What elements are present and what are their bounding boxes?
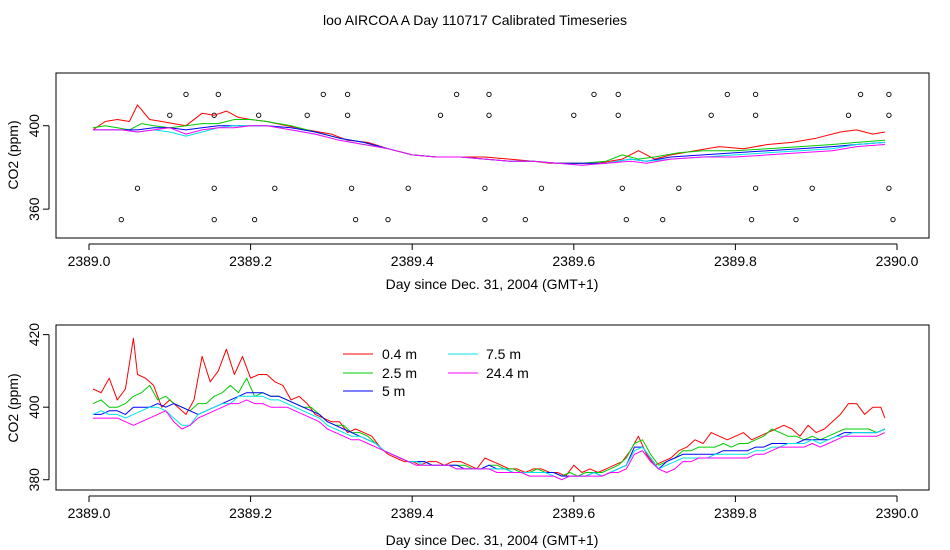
top-x-tick-label-2: 2389.4 bbox=[391, 253, 434, 269]
top-marker-38 bbox=[211, 216, 217, 223]
top-marker-44 bbox=[623, 216, 629, 223]
top-marker-21 bbox=[708, 112, 714, 118]
top-marker-29 bbox=[405, 185, 411, 191]
bottom-x-axis-label: Day since Dec. 31, 2004 (GMT+1) bbox=[386, 532, 599, 548]
top-marker-9 bbox=[752, 91, 759, 98]
bottom-y-tick-label-2: 420 bbox=[26, 323, 42, 347]
top-x-axis: 2389.0 2389.2 2389.4 2389.6 2389.8 2390.0 bbox=[68, 243, 919, 269]
top-marker-18 bbox=[486, 112, 492, 118]
top-marker-45 bbox=[660, 216, 666, 223]
legend-item-0: 0.4 m bbox=[343, 346, 417, 362]
legend-item-2: 5 m bbox=[343, 383, 405, 399]
top-plot-frame bbox=[55, 72, 930, 239]
top-marker-5 bbox=[486, 91, 492, 98]
bottom-series-line-4 bbox=[93, 399, 886, 481]
top-marker-28 bbox=[348, 185, 355, 191]
bottom-plot-frame bbox=[55, 324, 930, 491]
legend-label-4: 24.4 m bbox=[486, 365, 529, 381]
top-x-tick-label-1: 2389.2 bbox=[229, 253, 272, 269]
top-y-axis-label: CO2 (ppm) bbox=[5, 120, 21, 189]
bottom-series-line-0 bbox=[92, 337, 886, 477]
top-x-tick-label-4: 2389.8 bbox=[714, 253, 757, 269]
top-y-tick-label-0: 360 bbox=[26, 197, 42, 221]
top-marker-24 bbox=[886, 112, 892, 118]
top-marker-1 bbox=[215, 91, 221, 98]
top-marker-19 bbox=[571, 112, 577, 118]
top-marker-42 bbox=[482, 216, 488, 223]
top-marker-7 bbox=[615, 91, 621, 98]
top-marker-25 bbox=[134, 185, 141, 191]
top-x-tick-label-0: 2389.0 bbox=[68, 253, 111, 269]
bottom-x-tick-label-5: 2390.0 bbox=[876, 505, 919, 521]
bottom-y-tick-label-0: 380 bbox=[26, 468, 42, 492]
legend-label-2: 5 m bbox=[382, 383, 405, 399]
top-series-line-4 bbox=[93, 125, 885, 166]
top-marker-6 bbox=[591, 91, 597, 98]
bottom-x-tick-label-1: 2389.2 bbox=[229, 505, 272, 521]
bottom-series-line-2 bbox=[93, 392, 886, 477]
top-marker-layer bbox=[118, 91, 896, 223]
bottom-y-axis-label: CO2 (ppm) bbox=[5, 373, 21, 442]
top-x-axis-label: Day since Dec. 31, 2004 (GMT+1) bbox=[386, 276, 599, 292]
top-marker-48 bbox=[890, 216, 896, 223]
top-marker-15 bbox=[304, 112, 310, 118]
top-marker-36 bbox=[886, 185, 892, 191]
top-marker-34 bbox=[752, 185, 759, 191]
bottom-x-tick-label-2: 2389.4 bbox=[391, 505, 434, 521]
bottom-x-axis: 2389.0 2389.2 2389.4 2389.6 2389.8 2390.0 bbox=[68, 495, 919, 521]
top-panel: 2389.0 2389.2 2389.4 2389.6 2389.8 2390.0 360… bbox=[5, 72, 930, 292]
top-marker-4 bbox=[453, 91, 460, 98]
top-marker-39 bbox=[251, 216, 258, 223]
top-marker-46 bbox=[748, 216, 755, 223]
legend-item-1: 2.5 m bbox=[343, 365, 417, 381]
legend-label-0: 0.4 m bbox=[382, 346, 417, 362]
top-marker-40 bbox=[352, 216, 359, 223]
top-marker-2 bbox=[320, 91, 326, 98]
top-marker-14 bbox=[256, 112, 262, 118]
legend-label-3: 7.5 m bbox=[486, 346, 521, 362]
top-y-tick-label-1: 400 bbox=[26, 114, 42, 138]
top-marker-10 bbox=[857, 91, 864, 98]
top-marker-23 bbox=[845, 112, 852, 118]
top-marker-20 bbox=[615, 112, 621, 118]
bottom-series-line-1 bbox=[92, 377, 886, 477]
top-series-layer bbox=[92, 104, 885, 166]
top-marker-3 bbox=[344, 91, 351, 98]
top-marker-0 bbox=[183, 91, 189, 98]
legend-item-4: 24.4 m bbox=[448, 365, 529, 381]
legend-item-3: 7.5 m bbox=[448, 346, 521, 362]
bottom-x-tick-label-3: 2389.6 bbox=[552, 505, 595, 521]
bottom-y-tick-label-1: 400 bbox=[26, 395, 42, 419]
bottom-x-tick-label-0: 2389.0 bbox=[68, 505, 111, 521]
top-marker-12 bbox=[167, 112, 173, 118]
bottom-x-tick-label-4: 2389.8 bbox=[714, 505, 757, 521]
top-marker-11 bbox=[886, 91, 892, 98]
top-marker-30 bbox=[482, 185, 488, 191]
legend-label-1: 2.5 m bbox=[382, 365, 417, 381]
top-marker-41 bbox=[385, 216, 391, 223]
top-marker-35 bbox=[809, 185, 815, 191]
top-marker-33 bbox=[676, 185, 682, 191]
bottom-series-layer bbox=[92, 337, 886, 481]
top-marker-16 bbox=[344, 112, 351, 118]
top-x-tick-label-5: 2390.0 bbox=[876, 253, 919, 269]
top-marker-22 bbox=[752, 112, 759, 118]
top-marker-31 bbox=[538, 185, 545, 191]
bottom-y-axis: 380 400 420 bbox=[26, 323, 50, 492]
top-marker-47 bbox=[793, 216, 799, 223]
top-marker-37 bbox=[118, 216, 124, 223]
top-marker-26 bbox=[211, 185, 217, 191]
top-y-axis: 360 400 bbox=[26, 114, 50, 221]
top-marker-43 bbox=[522, 216, 528, 223]
legend: 0.4 m 2.5 m 5 m 7.5 m 24.4 m bbox=[343, 346, 529, 399]
top-marker-17 bbox=[437, 112, 444, 118]
top-marker-27 bbox=[272, 185, 278, 191]
top-marker-32 bbox=[619, 185, 625, 191]
top-x-tick-label-3: 2389.6 bbox=[552, 253, 595, 269]
bottom-panel: 2389.0 2389.2 2389.4 2389.6 2389.8 2390.0 380… bbox=[5, 323, 930, 548]
bottom-series-line-3 bbox=[92, 395, 886, 481]
figure-title: loo AIRCOA A Day 110717 Calibrated Times… bbox=[323, 12, 627, 28]
top-marker-8 bbox=[724, 91, 730, 98]
